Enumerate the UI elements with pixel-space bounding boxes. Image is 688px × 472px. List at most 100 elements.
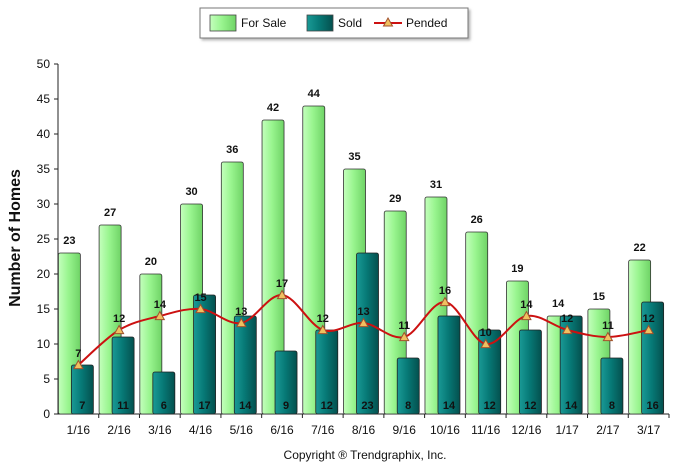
pended-marker	[154, 310, 166, 321]
data-label-pended: 13	[357, 306, 369, 318]
pended-marker	[561, 324, 573, 335]
pended-marker	[73, 359, 84, 370]
data-label-sold: 23	[361, 400, 373, 412]
bar-sold	[70, 364, 94, 415]
data-label-for-sale: 22	[634, 242, 646, 254]
data-label-for-sale: 31	[430, 179, 442, 191]
data-label-pended: 12	[113, 313, 125, 325]
data-label-for-sale: 44	[308, 88, 321, 100]
x-tick-label: 7/16	[311, 423, 335, 437]
legend-swatch-sold	[306, 14, 334, 32]
pended-marker	[398, 331, 410, 342]
data-label-for-sale: 29	[389, 193, 401, 205]
legend-item-pended: Pended	[374, 16, 447, 30]
axes: 0 5 10 15 20 25 30 35 40 45 50 1/16 2/16 3/16 4/16 5/16…	[37, 57, 670, 437]
x-tick-label: 5/16	[230, 423, 254, 437]
data-label-pended: 16	[439, 285, 451, 297]
bar-sold	[396, 357, 420, 415]
data-label-for-sale: 42	[267, 102, 279, 114]
x-tick-label: 6/16	[270, 423, 294, 437]
data-label-sold: 7	[79, 400, 85, 412]
data-label-for-sale: 23	[63, 235, 75, 247]
x-tick-label: 4/16	[189, 423, 213, 437]
data-label-sold: 14	[239, 400, 252, 412]
data-label-sold: 12	[484, 400, 496, 412]
data-label-for-sale: 27	[104, 207, 116, 219]
pended-marker	[480, 338, 492, 349]
bar-sold	[519, 329, 542, 415]
bar-sold	[152, 371, 176, 415]
pended-marker	[113, 324, 125, 335]
data-label-sold: 16	[647, 400, 659, 412]
x-tick-label: 12/16	[511, 423, 541, 437]
data-label-for-sale: 35	[348, 151, 360, 163]
data-label-sold: 8	[609, 400, 615, 412]
pended-marker	[521, 310, 532, 321]
legend-label-pended: Pended	[406, 16, 447, 30]
legend-swatch-for-sale	[209, 14, 237, 32]
x-tick-label: 8/16	[352, 423, 376, 437]
y-tick-label: 25	[37, 232, 51, 246]
data-label-sold: 9	[283, 400, 289, 412]
pended-marker	[276, 289, 288, 300]
x-tick-label: 3/16	[148, 423, 172, 437]
x-tick-label: 2/17	[596, 423, 620, 437]
pended-marker	[643, 324, 654, 335]
data-label-sold: 11	[117, 400, 129, 412]
bar-sold	[193, 294, 216, 415]
bar-sold	[600, 357, 624, 415]
data-label-sold: 12	[524, 400, 536, 412]
data-label-pended: 17	[276, 278, 288, 290]
data-label-for-sale: 20	[145, 256, 157, 268]
x-tick-label: 1/17	[555, 423, 579, 437]
y-tick-label: 20	[37, 267, 51, 281]
y-tick-label: 15	[37, 302, 51, 316]
data-label-sold: 8	[405, 400, 411, 412]
data-label-for-sale: 14	[552, 298, 565, 310]
data-label-pended: 11	[398, 320, 410, 332]
data-label-pended: 14	[520, 299, 533, 311]
pended-line	[73, 289, 654, 370]
bar-sold	[233, 315, 257, 415]
y-tick-label: 5	[43, 372, 50, 386]
data-labels: 23 27 20 30 36 42 44 35 29 31 26 19 14 15 22 7 11 6 17 14 9 1…	[63, 88, 659, 412]
bar-sold	[437, 315, 461, 415]
data-label-sold: 12	[321, 400, 333, 412]
bars	[57, 105, 665, 415]
bar-for-sale	[261, 119, 285, 415]
x-tick-label: 1/16	[67, 423, 91, 437]
pended-marker	[235, 317, 247, 328]
legend-item-for-sale: For Sale	[209, 14, 287, 32]
bar-sold	[478, 329, 502, 415]
legend-item-sold: Sold	[306, 14, 362, 32]
y-axis-title: Number of Homes	[7, 169, 24, 307]
data-label-pended: 13	[235, 306, 247, 318]
y-tick-label: 50	[37, 57, 51, 71]
legend: For Sale Sold Pended	[199, 7, 469, 39]
y-tick-label: 45	[37, 92, 51, 106]
x-tick-label: 2/16	[107, 423, 131, 437]
data-label-sold: 14	[443, 400, 456, 412]
pended-marker	[195, 303, 206, 314]
x-tick-label: 9/16	[393, 423, 417, 437]
data-label-pended: 15	[194, 292, 206, 304]
data-label-pended: 12	[643, 313, 655, 325]
data-label-for-sale: 36	[226, 144, 238, 156]
data-label-for-sale: 15	[593, 291, 605, 303]
bar-sold	[274, 350, 298, 415]
pended-marker	[602, 331, 614, 342]
copyright-footer: Copyright ® Trendgraphix, Inc.	[284, 448, 447, 462]
data-label-pended: 11	[602, 320, 614, 332]
pended-marker	[317, 324, 329, 335]
y-tick-label: 30	[37, 197, 51, 211]
data-label-sold: 17	[198, 400, 210, 412]
bar-sold	[356, 252, 379, 415]
pended-marker	[439, 296, 451, 307]
data-label-for-sale: 26	[471, 214, 483, 226]
legend-label-for-sale: For Sale	[241, 16, 287, 30]
bar-sold	[559, 315, 583, 415]
data-label-sold: 6	[161, 400, 167, 412]
data-label-sold: 14	[565, 400, 578, 412]
data-label-pended: 10	[480, 327, 492, 339]
